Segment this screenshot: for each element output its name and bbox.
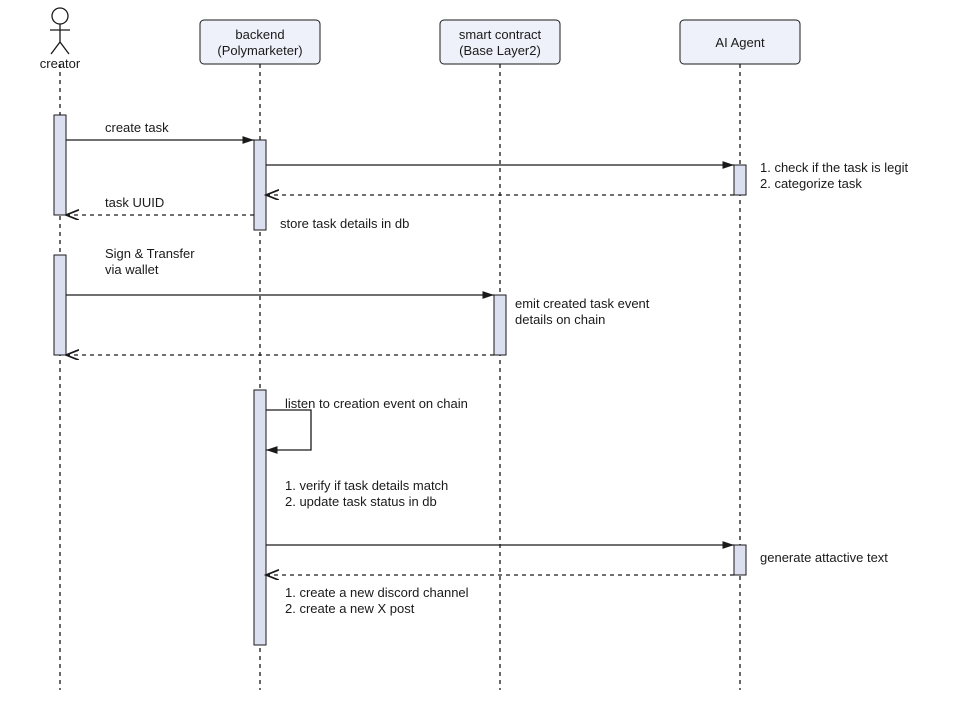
actor-leg-r — [60, 42, 69, 54]
participant-label: backend — [235, 27, 284, 42]
activation-creator-0 — [54, 115, 66, 215]
self-message-label: listen to creation event on chain — [285, 396, 468, 411]
participant-label: AI Agent — [715, 35, 765, 50]
note-text: via wallet — [105, 262, 159, 277]
self-message — [266, 410, 311, 450]
note-text: 1. create a new discord channel — [285, 585, 469, 600]
participant-label: (Base Layer2) — [459, 43, 541, 58]
activation-agent-6 — [734, 545, 746, 575]
note-text: 2. update task status in db — [285, 494, 437, 509]
note-text: 2. categorize task — [760, 176, 862, 191]
note-text: 1. verify if task details match — [285, 478, 448, 493]
note-text: store task details in db — [280, 216, 409, 231]
note-text: details on chain — [515, 312, 605, 327]
note-text: 2. create a new X post — [285, 601, 415, 616]
note-text: generate attactive text — [760, 550, 888, 565]
actor-label: creator — [40, 56, 81, 71]
note-text: Sign & Transfer — [105, 246, 195, 261]
actor-head — [52, 8, 68, 24]
message-label: create task — [105, 120, 169, 135]
participant-label: (Polymarketer) — [217, 43, 302, 58]
participant-label: smart contract — [459, 27, 542, 42]
note-text: emit created task event — [515, 296, 650, 311]
activation-backend-5 — [254, 390, 266, 645]
activation-agent-2 — [734, 165, 746, 195]
sequence-diagram: creator backend(Polymarketer) smart contra… — [0, 0, 967, 706]
activation-backend-1 — [254, 140, 266, 230]
actor-leg-l — [51, 42, 60, 54]
activation-creator-3 — [54, 255, 66, 355]
message-label: task UUID — [105, 195, 164, 210]
activation-contract-4 — [494, 295, 506, 355]
note-text: 1. check if the task is legit — [760, 160, 909, 175]
